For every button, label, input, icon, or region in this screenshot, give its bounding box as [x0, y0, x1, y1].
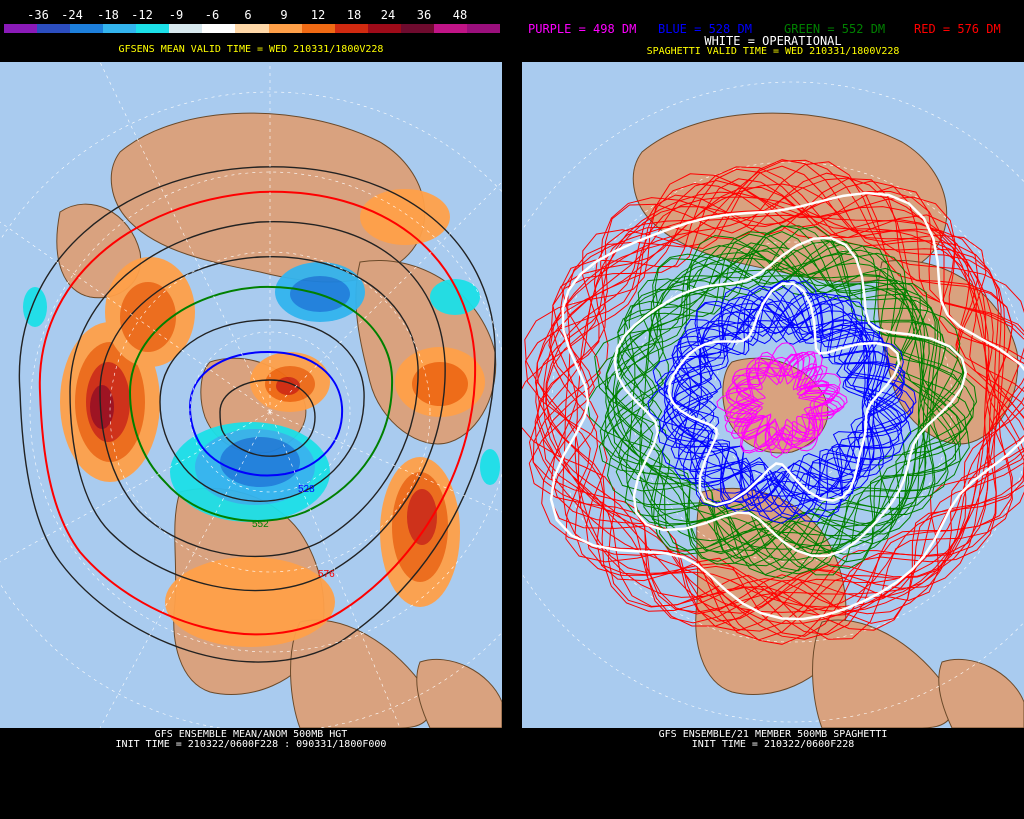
- legend-tick: 12: [310, 8, 326, 22]
- operational-contour: [667, 282, 901, 507]
- green-552-contour: [606, 242, 964, 576]
- anomaly-color-scale: [4, 24, 500, 33]
- green-552-contour: [604, 252, 961, 575]
- purple-498-contour: [724, 353, 845, 451]
- legend-swatch: [70, 24, 104, 33]
- spaghetti-contours: [522, 159, 1024, 645]
- legend-green: GREEN = 552 DM: [784, 22, 886, 36]
- mean-footer-line1: GFS ENSEMBLE MEAN/ANOM 500MB HGT: [154, 729, 348, 740]
- spaghetti-panel: PURPLE = 498 DM BLUE = 528 DM GREEN = 55…: [522, 0, 1024, 819]
- contour-label-528: 528: [298, 484, 315, 495]
- red-576-contour: [548, 186, 1024, 622]
- legend-swatch: [169, 24, 203, 33]
- contour-label-576: 576: [318, 569, 335, 580]
- legend-tick: -9: [168, 8, 184, 22]
- legend-blue: BLUE = 528 DM: [658, 22, 752, 36]
- blue-528-contour: [670, 303, 904, 507]
- red-576-contour: [532, 214, 1024, 613]
- blue-528-contour: [673, 292, 891, 517]
- purple-498-contour: [725, 342, 841, 454]
- blue-528-contour: [647, 299, 917, 505]
- contour-label-552: 552: [252, 519, 269, 530]
- legend-tick: 24: [380, 8, 396, 22]
- purple-498-contour: [725, 351, 839, 453]
- red-576-contour: [551, 172, 1013, 632]
- legend-swatch: [301, 24, 335, 33]
- legend-swatch: [433, 24, 467, 33]
- red-576-contour: [542, 166, 999, 627]
- anomaly-legend-labels: -36 -24 -18 -12 -9 -6 6 9 12 18 24 36 48: [4, 8, 500, 22]
- spaghetti-footer-line2: INIT TIME = 210322/0600F228: [691, 739, 855, 750]
- height-contours: [18, 166, 496, 663]
- graticule: [0, 62, 502, 728]
- green-552-contour: [612, 242, 962, 552]
- operational-contour: [549, 191, 1024, 621]
- spaghetti-valid-time-title: SPAGHETTI VALID TIME = WED 210331/1800V2…: [646, 46, 900, 57]
- red-576-contour: [528, 183, 1024, 613]
- mean-valid-time-title: GFSENS MEAN VALID TIME = WED 210331/1800…: [118, 44, 384, 55]
- panel-divider: [502, 0, 522, 819]
- red-576-contour: [535, 161, 1013, 640]
- purple-498-contour: [736, 352, 830, 454]
- spaghetti-footer-line1: GFS ENSEMBLE/21 MEMBER 500MB SPAGHETTI: [658, 729, 888, 740]
- legend-tick: -12: [131, 8, 153, 22]
- green-552-contour: [599, 242, 965, 562]
- legend-swatch: [466, 24, 500, 33]
- red-576-contour: [542, 178, 1024, 614]
- legend-tick: -6: [204, 8, 220, 22]
- red-576-contour: [524, 173, 1024, 631]
- legend-swatch: [136, 24, 170, 33]
- legend-tick: 36: [416, 8, 432, 22]
- legend-swatch: [400, 24, 434, 33]
- blue-528-contour: [664, 280, 895, 523]
- legend-tick: 18: [346, 8, 362, 22]
- spaghetti-map: [522, 62, 1024, 728]
- legend-tick: 9: [280, 8, 288, 22]
- polar-map-mean: 528 552 576: [0, 62, 502, 728]
- green-552-contour: [604, 225, 961, 555]
- green-552-contour: [605, 226, 949, 576]
- legend-red: RED = 576 DM: [914, 22, 1001, 36]
- legend-swatch: [202, 24, 236, 33]
- purple-498-contour: [736, 353, 828, 451]
- legend-swatch: [268, 24, 302, 33]
- mean-anomaly-map: 528 552 576: [0, 62, 502, 728]
- legend-tick: -24: [61, 8, 83, 22]
- purple-498-contour: [727, 351, 841, 459]
- mean-footer-line2: INIT TIME = 210322/0600F228 : 090331/180…: [115, 739, 387, 750]
- legend-purple: PURPLE = 498 DM: [528, 22, 637, 36]
- red-576-contour: [545, 178, 1013, 637]
- polar-map-spaghetti: [522, 81, 1024, 728]
- legend-tick: -36: [27, 8, 49, 22]
- operational-contour: [613, 236, 968, 557]
- ensemble-mean-panel: -36 -24 -18 -12 -9 -6 6 9 12 18 24 36 48…: [0, 0, 502, 819]
- legend-tick: 6: [244, 8, 252, 22]
- legend-swatch: [334, 24, 368, 33]
- legend-tick: -18: [97, 8, 119, 22]
- legend-tick: 48: [452, 8, 468, 22]
- legend-white: WHITE = OPERATIONAL: [704, 34, 842, 48]
- red-576-contour: [551, 168, 1013, 636]
- green-552-contour: [606, 249, 975, 561]
- red-576-contour: [522, 191, 1024, 613]
- legend-swatch: [103, 24, 137, 33]
- blue-528-contour: [663, 300, 905, 520]
- red-576-contour: [545, 183, 997, 632]
- legend-swatch: [367, 24, 401, 33]
- blue-528-contour: [661, 298, 914, 508]
- red-576-contour: [534, 193, 1024, 640]
- green-552-contour: [625, 225, 939, 579]
- legend-swatch: [37, 24, 71, 33]
- legend-swatch: [235, 24, 269, 33]
- blue-528-contour: [674, 296, 882, 512]
- red-576-contour: [536, 179, 1024, 641]
- purple-498-contour: [716, 352, 848, 452]
- legend-swatch: [4, 24, 38, 33]
